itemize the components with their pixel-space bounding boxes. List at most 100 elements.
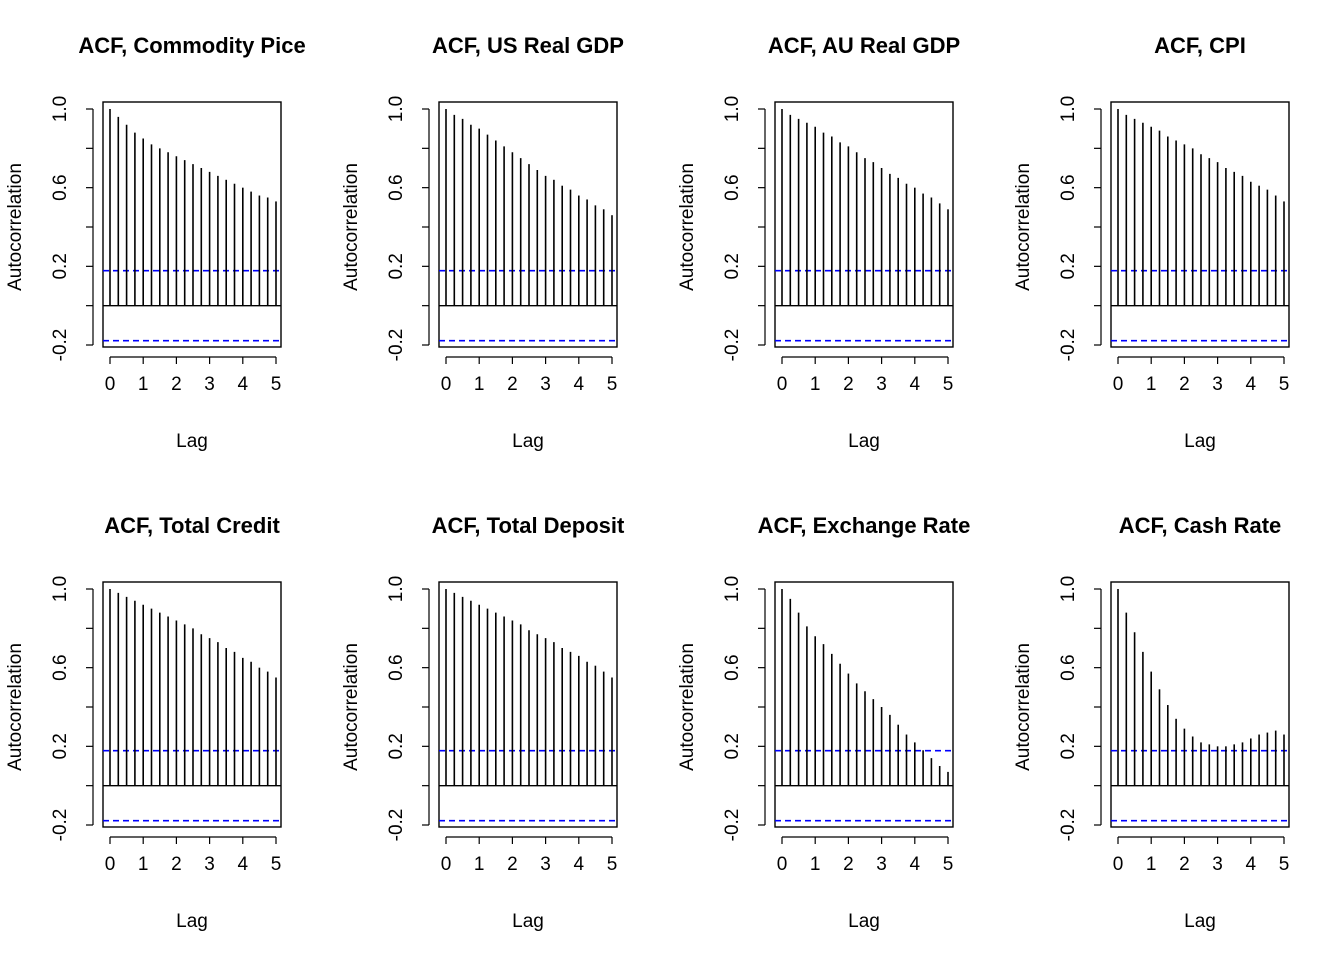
x-axis-label: Lag xyxy=(848,911,880,932)
y-tick-label: 0.6 xyxy=(1058,654,1079,680)
plot-frame xyxy=(438,101,618,348)
panel-title: ACF, Total Credit xyxy=(104,513,280,538)
x-tick-label: 0 xyxy=(105,854,116,875)
x-tick-label: 3 xyxy=(204,854,215,875)
y-tick-label: -0.2 xyxy=(50,809,71,842)
y-tick-label: 0.6 xyxy=(722,654,743,680)
y-tick-label: 0.6 xyxy=(1058,174,1079,200)
panel-title: ACF, US Real GDP xyxy=(432,33,624,58)
plot-frame xyxy=(1110,581,1290,828)
y-axis-label: Autocorrelation xyxy=(1013,163,1034,291)
y-tick-label: 0.6 xyxy=(722,174,743,200)
x-tick-label: 1 xyxy=(474,854,485,875)
y-tick-label: -0.2 xyxy=(50,329,71,362)
acf-panel: ACF, CPI 0 1 2 3 4 5 Lag -0.2 0.2 0.6 1.0 Autocorrel… xyxy=(1013,33,1290,452)
y-axis-label: Autocorrelation xyxy=(341,643,362,771)
acf-panel: ACF, Commodity Pice 0 1 2 3 4 5 Lag -0.2 0.2 0.6 1.… xyxy=(5,33,306,452)
x-tick-label: 2 xyxy=(843,374,854,395)
plot-frame xyxy=(774,581,954,828)
y-tick-label: 0.2 xyxy=(722,733,743,759)
x-axis-label: Lag xyxy=(512,911,544,932)
plot-frame xyxy=(102,581,282,828)
x-tick-label: 4 xyxy=(574,854,585,875)
plot-frame xyxy=(102,101,282,348)
y-tick-label: 1.0 xyxy=(50,576,71,602)
x-tick-label: 2 xyxy=(1179,854,1190,875)
y-axis-label: Autocorrelation xyxy=(677,163,698,291)
y-tick-label: -0.2 xyxy=(1058,809,1079,842)
x-tick-label: 1 xyxy=(138,854,149,875)
y-tick-label: 0.6 xyxy=(50,654,71,680)
panel-title: ACF, Commodity Pice xyxy=(78,33,305,58)
x-tick-label: 2 xyxy=(1179,374,1190,395)
y-tick-label: 1.0 xyxy=(50,96,71,122)
x-axis-label: Lag xyxy=(512,431,544,452)
x-tick-label: 2 xyxy=(507,854,518,875)
x-tick-label: 3 xyxy=(540,854,551,875)
y-tick-label: 0.2 xyxy=(1058,733,1079,759)
x-tick-label: 2 xyxy=(171,374,182,395)
y-tick-label: 0.6 xyxy=(50,174,71,200)
y-tick-label: 0.6 xyxy=(386,174,407,200)
y-axis-label: Autocorrelation xyxy=(5,163,26,291)
y-tick-label: 0.2 xyxy=(50,733,71,759)
plot-frame xyxy=(774,101,954,348)
x-tick-label: 2 xyxy=(171,854,182,875)
x-tick-label: 5 xyxy=(1279,374,1290,395)
x-tick-label: 0 xyxy=(1113,374,1124,395)
x-tick-label: 3 xyxy=(876,854,887,875)
y-axis-label: Autocorrelation xyxy=(341,163,362,291)
x-tick-label: 0 xyxy=(777,374,788,395)
acf-panel: ACF, Total Credit 0 1 2 3 4 5 Lag -0.2 0.2 0.6 1.0 A… xyxy=(5,513,282,932)
x-tick-label: 4 xyxy=(910,374,921,395)
y-tick-label: 1.0 xyxy=(386,576,407,602)
x-axis-label: Lag xyxy=(1184,431,1216,452)
x-tick-label: 5 xyxy=(271,854,282,875)
x-tick-label: 3 xyxy=(1212,854,1223,875)
y-tick-label: -0.2 xyxy=(722,329,743,362)
y-tick-label: 1.0 xyxy=(386,96,407,122)
x-axis-label: Lag xyxy=(1184,911,1216,932)
x-tick-label: 4 xyxy=(910,854,921,875)
x-tick-label: 5 xyxy=(607,374,618,395)
x-tick-label: 0 xyxy=(105,374,116,395)
x-tick-label: 0 xyxy=(441,374,452,395)
x-axis-label: Lag xyxy=(176,911,208,932)
y-tick-label: -0.2 xyxy=(1058,329,1079,362)
y-tick-label: 0.6 xyxy=(386,654,407,680)
x-tick-label: 3 xyxy=(204,374,215,395)
x-tick-label: 1 xyxy=(810,374,821,395)
plot-frame xyxy=(1110,101,1290,348)
panel-title: ACF, Exchange Rate xyxy=(758,513,971,538)
x-tick-label: 5 xyxy=(943,854,954,875)
x-tick-label: 1 xyxy=(810,854,821,875)
acf-panel: ACF, Cash Rate 0 1 2 3 4 5 Lag -0.2 0.2 0.6 1.0 Auto… xyxy=(1013,513,1290,932)
x-tick-label: 4 xyxy=(574,374,585,395)
y-tick-label: 0.2 xyxy=(722,253,743,279)
panel-title: ACF, Total Deposit xyxy=(432,513,625,538)
panel-title: ACF, Cash Rate xyxy=(1119,513,1282,538)
x-tick-label: 3 xyxy=(540,374,551,395)
y-tick-label: 0.2 xyxy=(50,253,71,279)
x-tick-label: 2 xyxy=(507,374,518,395)
x-axis-label: Lag xyxy=(848,431,880,452)
y-axis-label: Autocorrelation xyxy=(1013,643,1034,771)
x-tick-label: 5 xyxy=(943,374,954,395)
x-axis-label: Lag xyxy=(176,431,208,452)
y-tick-label: 0.2 xyxy=(386,733,407,759)
x-tick-label: 3 xyxy=(876,374,887,395)
plot-frame xyxy=(438,581,618,828)
x-tick-label: 5 xyxy=(1279,854,1290,875)
y-tick-label: -0.2 xyxy=(386,329,407,362)
y-axis-label: Autocorrelation xyxy=(5,643,26,771)
y-tick-label: -0.2 xyxy=(722,809,743,842)
acf-panel: ACF, Exchange Rate 0 1 2 3 4 5 Lag -0.2 0.2 0.6 1.0… xyxy=(677,513,970,932)
x-tick-label: 3 xyxy=(1212,374,1223,395)
x-tick-label: 0 xyxy=(441,854,452,875)
x-tick-label: 5 xyxy=(607,854,618,875)
y-tick-label: 1.0 xyxy=(1058,96,1079,122)
x-tick-label: 1 xyxy=(474,374,485,395)
x-tick-label: 1 xyxy=(1146,854,1157,875)
